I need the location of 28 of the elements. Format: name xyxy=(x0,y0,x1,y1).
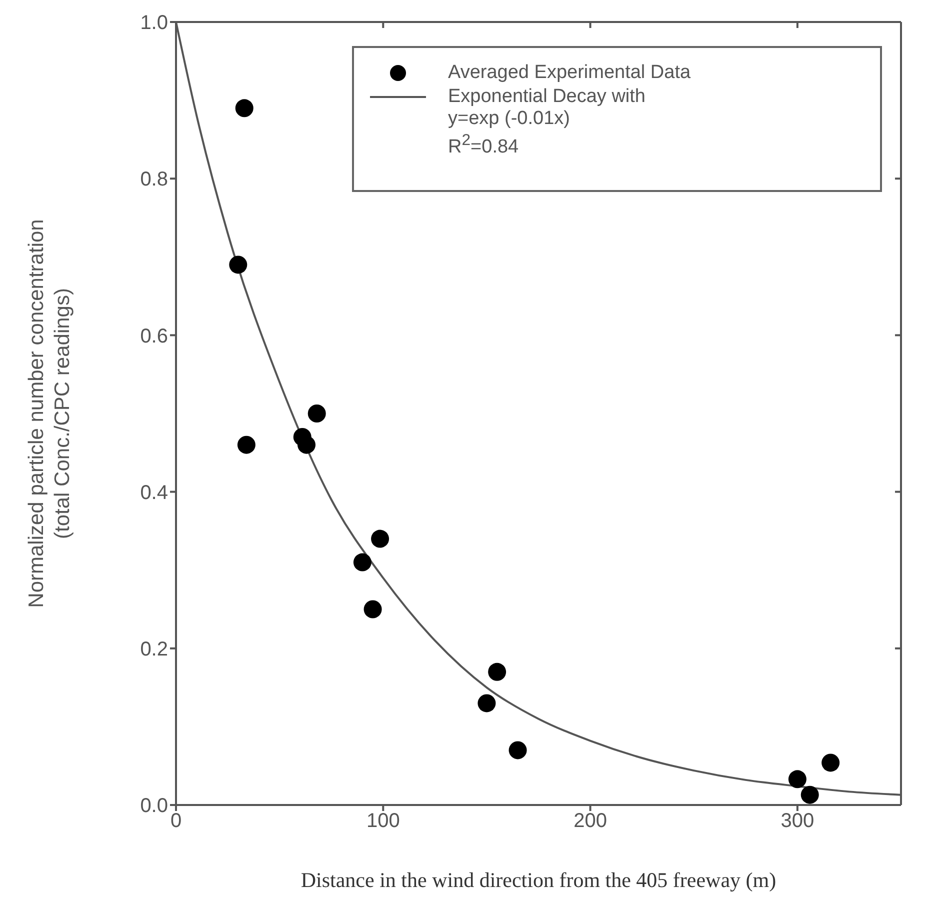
point xyxy=(298,436,316,454)
point xyxy=(364,600,382,618)
x-tick-label: 0 xyxy=(170,810,182,832)
y-tick-label: 0.2 xyxy=(140,638,168,660)
point xyxy=(800,786,819,804)
point xyxy=(229,256,248,274)
point xyxy=(478,694,496,712)
y-tick-label: 0.8 xyxy=(140,168,168,191)
x-axis-title: Distance in the wind direction from the 405 freeway (m) xyxy=(300,868,776,892)
point xyxy=(822,754,840,772)
x-tick-label: 100 xyxy=(366,810,400,832)
legend-label: Exponential Decay with y=exp (-0.01x) R$^{2}$=0.84 xyxy=(448,86,646,158)
point xyxy=(371,530,390,548)
y-tick-label: 0.4 xyxy=(140,482,168,504)
y-tick-label: 1.0 xyxy=(140,12,168,34)
x-tick-label: 200 xyxy=(574,810,607,832)
point xyxy=(308,404,326,422)
point xyxy=(788,770,806,788)
y-tick-label: 0.6 xyxy=(140,325,168,348)
y-tick-label: 0.0 xyxy=(140,795,168,818)
point xyxy=(237,436,256,454)
point xyxy=(353,553,372,572)
x-tick-label: 300 xyxy=(780,810,814,832)
legend-label: Averaged Experimental Data xyxy=(448,62,691,84)
point xyxy=(488,662,506,681)
point xyxy=(508,741,527,760)
y-axis-title: Normalized particle number concentration (total Conc./CPC readings) xyxy=(25,219,74,608)
point xyxy=(235,99,254,118)
